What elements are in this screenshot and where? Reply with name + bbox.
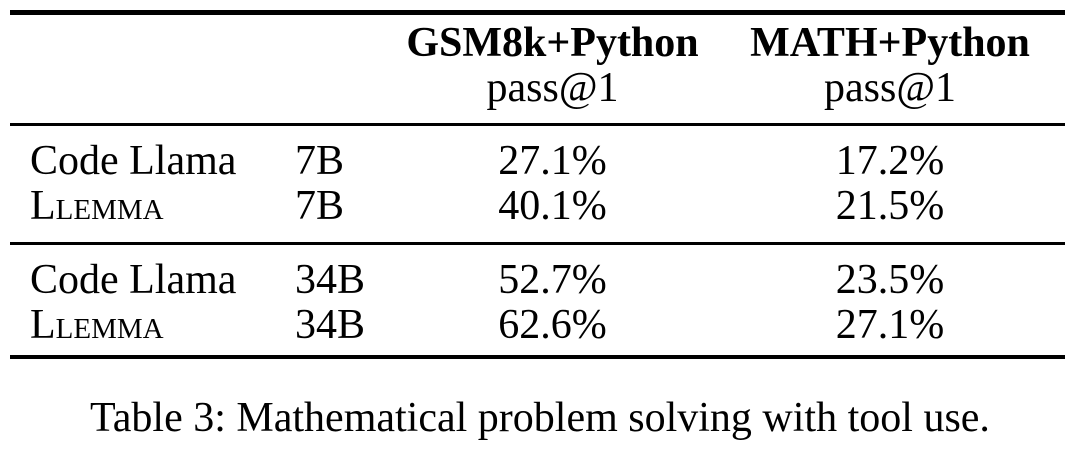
math-pass1-value: 17.2%	[835, 138, 945, 184]
table-top-rule	[10, 10, 1065, 15]
gsm8k-pass1-value: 52.7%	[498, 257, 607, 303]
model-name: Llemma	[30, 183, 164, 229]
math-pass1-value: 21.5%	[835, 183, 945, 229]
column-subtitle-gsm8k-pass1: pass@1	[486, 65, 619, 111]
column-subtitle-math-pass1: pass@1	[823, 65, 956, 111]
gsm8k-pass1-value: 62.6%	[498, 302, 607, 348]
column-title-math-python: MATH+Python	[750, 20, 1030, 66]
table-section-34b: Code Llama 34B 52.7% 23.5% Llemma 34B 62…	[10, 245, 1065, 355]
table-row: Code Llama 7B 27.1% 17.2%	[10, 139, 1065, 184]
table-row: Code Llama 34B 52.7% 23.5%	[10, 258, 1065, 303]
table-header-row: GSM8k+Python pass@1 MATH+Python pass@1	[10, 15, 1065, 123]
table-caption: Table 3: Mathematical problem solving wi…	[90, 395, 990, 441]
math-pass1-value: 23.5%	[835, 257, 945, 303]
model-name: Code Llama	[30, 257, 237, 303]
gsm8k-pass1-value: 40.1%	[498, 183, 607, 229]
model-size: 7B	[295, 183, 345, 229]
model-name: Code Llama	[30, 138, 237, 184]
column-header-math-python: MATH+Python pass@1	[715, 21, 1065, 111]
table-header-rule	[10, 123, 1065, 126]
header-size-spacer	[295, 21, 390, 111]
model-size: 34B	[295, 302, 366, 348]
header-model-spacer	[10, 21, 295, 111]
math-pass1-value: 27.1%	[835, 302, 945, 348]
table-mid-rule	[10, 242, 1065, 245]
table-section-7b: Code Llama 7B 27.1% 17.2% Llemma 7B 40.1…	[10, 126, 1065, 242]
column-title-gsm8k-python: GSM8k+Python	[406, 20, 699, 66]
column-header-gsm8k-python: GSM8k+Python pass@1	[390, 21, 715, 111]
table-bottom-rule	[10, 355, 1065, 359]
gsm8k-pass1-value: 27.1%	[498, 138, 607, 184]
model-name: Llemma	[30, 302, 164, 348]
model-size: 7B	[295, 138, 345, 184]
results-table: GSM8k+Python pass@1 MATH+Python pass@1 C…	[10, 10, 1065, 359]
table-row: Llemma 7B 40.1% 21.5%	[10, 184, 1065, 229]
table-row: Llemma 34B 62.6% 27.1%	[10, 303, 1065, 348]
model-size: 34B	[295, 257, 366, 303]
